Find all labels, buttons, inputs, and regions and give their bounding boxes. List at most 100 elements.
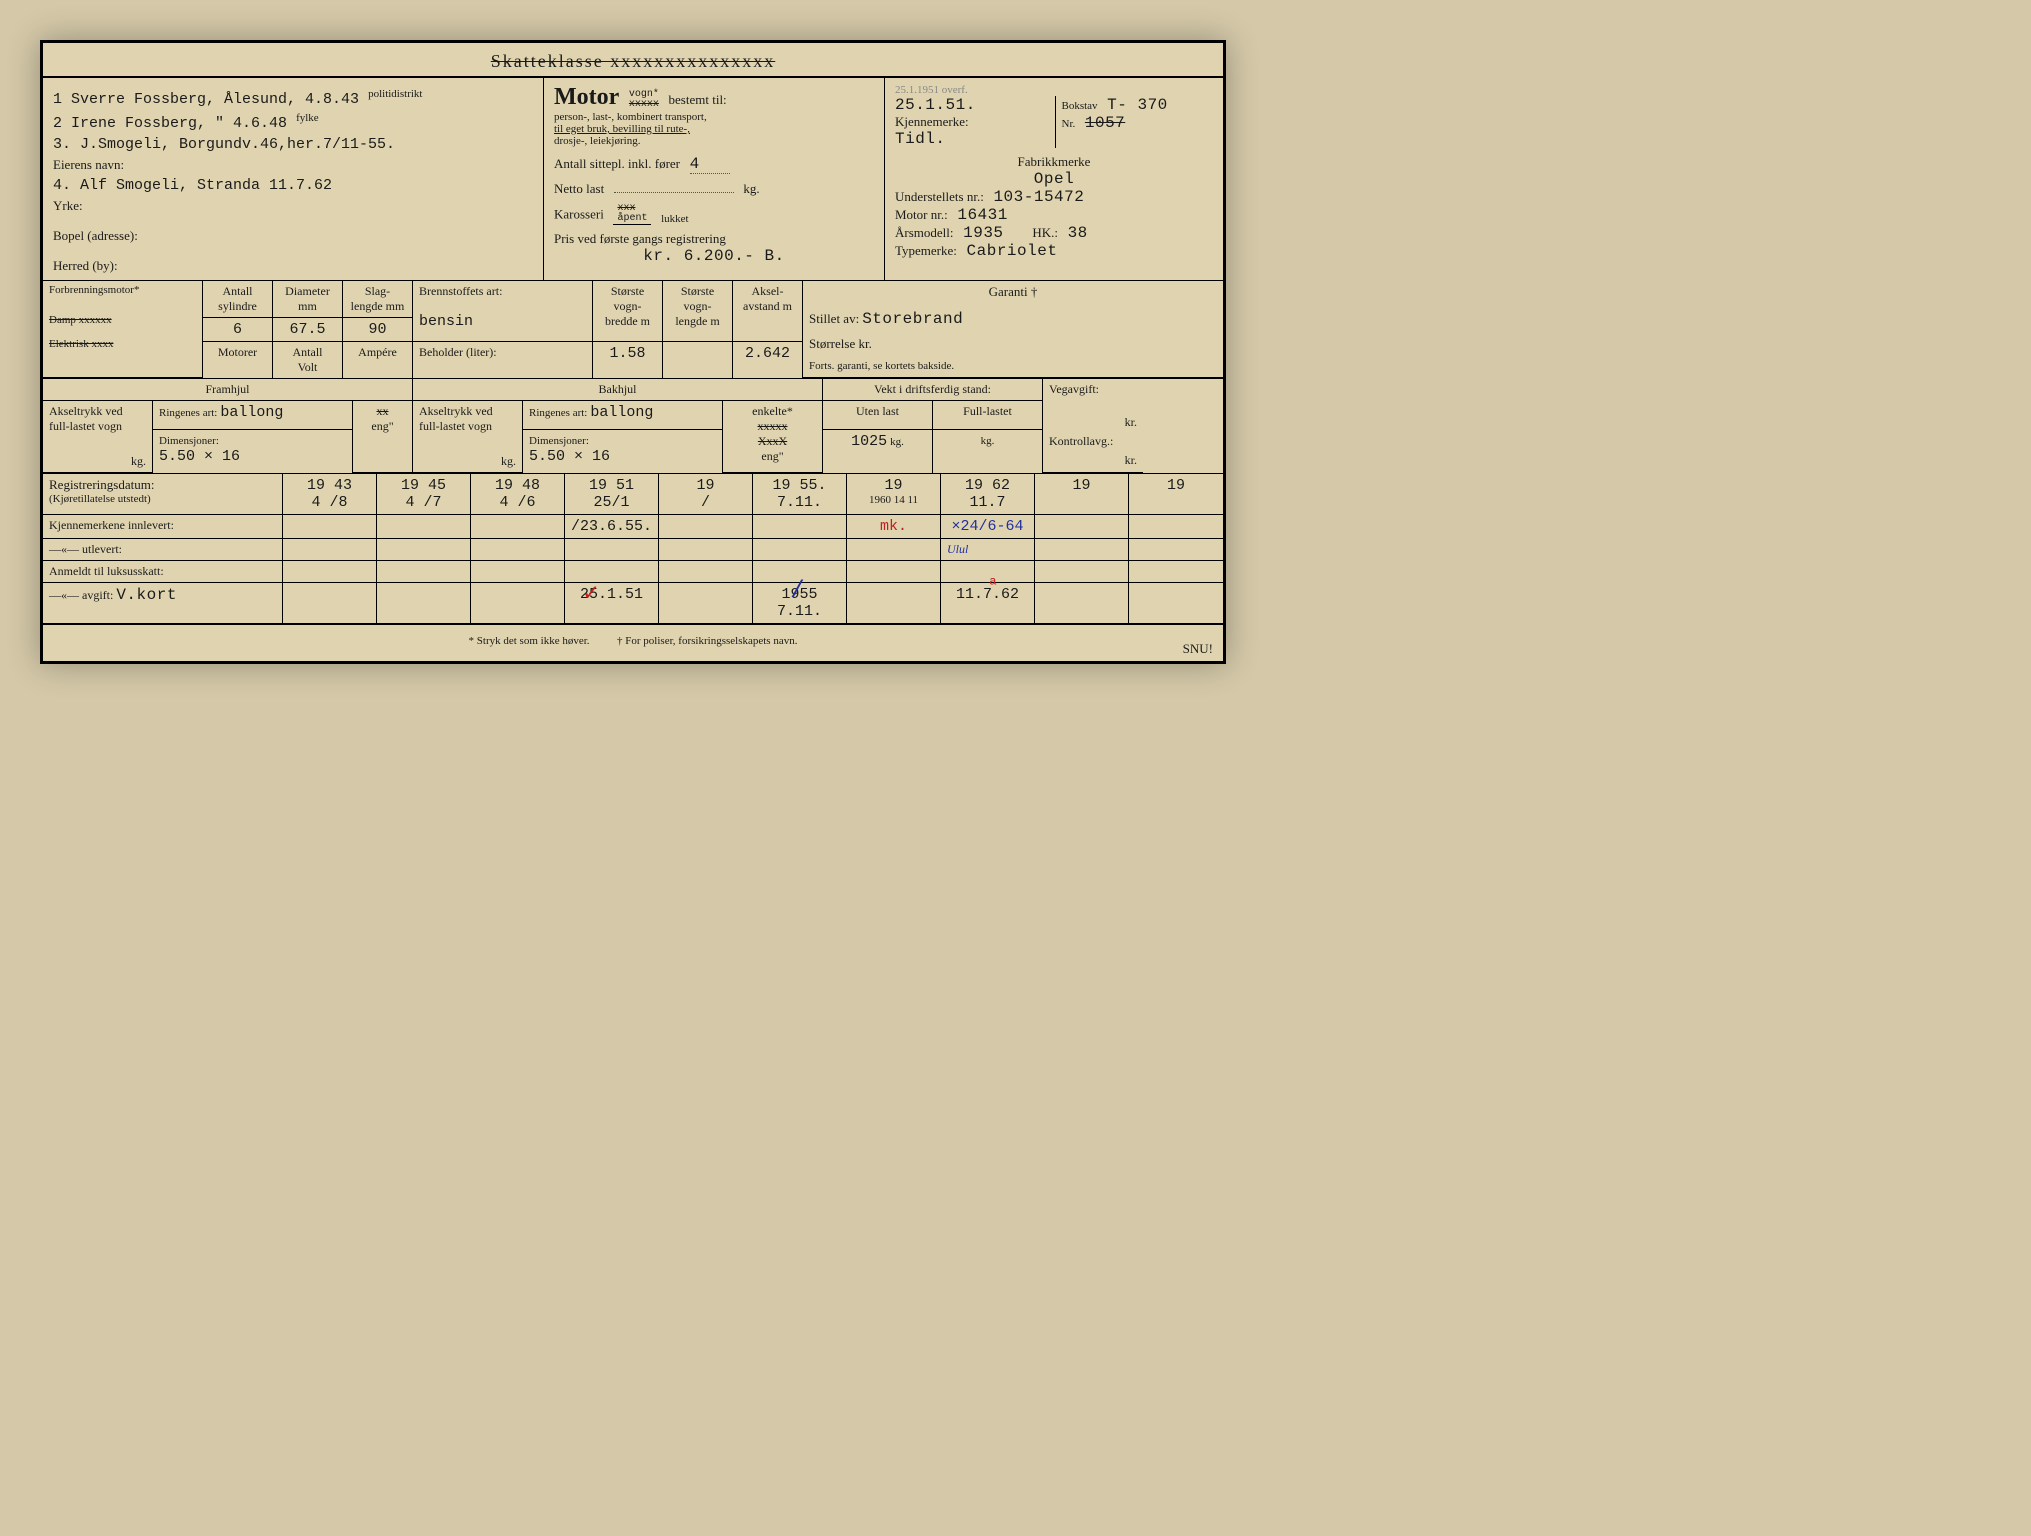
pris-label: Pris ved første gangs registrering — [554, 231, 874, 247]
slag-val: 90 — [343, 318, 413, 342]
footnote-1: * Stryk det som ikke høver. — [469, 635, 590, 647]
owner-4: 4. Alf Smogeli, Stranda 11.7.62 — [53, 177, 533, 194]
owner-3: 3. J.Smogeli, Borgundv.46,her.7/11-55. — [53, 136, 533, 153]
understell: 103-15472 — [993, 188, 1084, 206]
y8: 19 62 — [947, 477, 1028, 494]
fram-label: Framhjul — [43, 379, 413, 401]
reg-sub: (Kjøretillatelse utstedt) — [49, 493, 276, 505]
antall-label: Antall — [279, 345, 336, 360]
uten-label: Uten last — [823, 401, 933, 430]
motor-desc3: drosje-, leiekjøring. — [554, 135, 874, 147]
forts-label: Forts. garanti, se kortets bakside. — [809, 360, 1217, 372]
volt-label: Volt — [279, 360, 336, 375]
stamp: 25.1.1951 overf. — [895, 84, 1213, 96]
d3: 4 /6 — [477, 494, 558, 511]
owners-column: 1 Sverre Fossberg, Ålesund, 4.8.43 polit… — [43, 78, 544, 280]
motorer-label: Motorer — [203, 342, 273, 378]
registration-card: Skatteklasse xxxxxxxxxxxxxxx 1 Sverre Fo… — [40, 40, 1226, 664]
reg-label: Registreringsdatum: — [49, 477, 276, 493]
aksel-fram-label: Akseltrykk ved full-lastet vogn — [49, 404, 146, 434]
d7: 1960 14 11 — [853, 494, 934, 506]
arsmodell: 1935 — [963, 224, 1003, 242]
eier-label: Eierens navn: — [53, 157, 533, 173]
footnote-2: † For poliser, forsikringsselskapets nav… — [617, 635, 797, 647]
motornr: 16431 — [957, 206, 1008, 224]
bokstav: T- 370 — [1107, 96, 1168, 114]
aksel-bak-label: Akseltrykk ved full-lastet vogn — [419, 404, 516, 434]
veg-kr: kr. — [1049, 415, 1137, 430]
aksel-label: Aksel-avstand m — [733, 281, 803, 342]
reg-date: 25.1.51. — [895, 96, 1047, 114]
d8: 11.7 — [947, 494, 1028, 511]
wheels-grid: Framhjul Bakhjul Vekt i driftsferdig sta… — [43, 379, 1223, 474]
forbr-label: Forbrenningsmotor* — [49, 284, 196, 296]
y2: 19 45 — [383, 477, 464, 494]
innlevert2: mk. — [847, 515, 941, 539]
ampere-label: Ampére — [343, 342, 413, 378]
header-strikethrough: Skatteklasse xxxxxxxxxxxxxxx — [43, 43, 1223, 76]
av-d2: / 1955 7.11. — [753, 583, 847, 623]
lengde-val — [663, 342, 733, 378]
brenn-label: Brennstoffets art: — [419, 284, 586, 299]
hk: 38 — [1068, 224, 1088, 242]
kontroll-kr: kr. — [1049, 453, 1137, 468]
fabrikk: Opel — [895, 170, 1213, 188]
bak-label: Bakhjul — [413, 379, 823, 401]
typemerke: Cabriolet — [967, 242, 1058, 260]
signature: Ulul — [941, 539, 1035, 561]
bredde-label: Største vogn-bredde m — [593, 281, 663, 342]
dia-label: Diameter mm — [273, 281, 343, 318]
reg-nr: 1057 — [1085, 114, 1125, 132]
d1: 4 /8 — [289, 494, 370, 511]
damp-label: Damp xxxxxx — [49, 314, 196, 326]
lengde-label: Største vogn-lengde m — [663, 281, 733, 342]
avgift-row: —«— avgift: V.kort ✓ 25.1.51 / 1955 7.11… — [43, 583, 1223, 625]
y7: 19 — [853, 477, 934, 494]
engine-grid: Forbrenningsmotor* Damp xxxxxx Elektrisk… — [43, 281, 1223, 379]
pris-value: kr. 6.200.- B. — [554, 247, 874, 265]
vekt-label: Vekt i driftsferdig stand: — [823, 379, 1043, 401]
garanti-label: Garanti † — [809, 284, 1217, 300]
utlevert-label: —«— utlevert: — [43, 539, 283, 561]
av-d3: ᵃ 11.7.62 — [941, 583, 1035, 623]
motor-desc1: person-, last-, kombinert transport, — [554, 111, 874, 123]
av-d1: ✓ 25.1.51 — [565, 583, 659, 623]
brenn-val: bensin — [419, 313, 586, 330]
y6: 19 55. — [759, 477, 840, 494]
motor-title: Motor vogn* xxxxx bestemt til: — [554, 84, 874, 111]
avgift-val: V.kort — [116, 586, 177, 604]
y9: 19 — [1035, 474, 1129, 515]
owner-2: 2 Irene Fossberg, " 4.6.48 fylke — [53, 112, 533, 132]
d2: 4 /7 — [383, 494, 464, 511]
syl-label: Antall sylindre — [203, 281, 273, 318]
syl-val: 6 — [203, 318, 273, 342]
motor-desc2: til eget bruk, bevilling til rute-, — [554, 123, 874, 135]
ring-bak: ballong — [590, 404, 653, 421]
netto-row: Netto last kg. — [554, 180, 874, 198]
dim-fram: 5.50 × 16 — [159, 448, 240, 465]
ring-fram: ballong — [220, 404, 283, 421]
stillet: Storebrand — [862, 310, 963, 328]
y1: 19 43 — [289, 477, 370, 494]
full-label: Full-lastet — [933, 401, 1043, 430]
y4: 19 51 — [571, 477, 652, 494]
storrelse-label: Størrelse kr. — [809, 336, 1217, 352]
yrke-label: Yrke: — [53, 198, 533, 214]
d5: / — [665, 494, 746, 511]
bredde-val: 1.58 — [593, 342, 663, 378]
veg-label: Vegavgift: — [1049, 382, 1137, 397]
fabrikk-label: Fabrikkmerke — [895, 154, 1213, 170]
anmeldt-label: Anmeldt til luksusskatt: — [43, 561, 283, 582]
y3: 19 48 — [477, 477, 558, 494]
d6: 7.11. — [759, 494, 840, 511]
owner-1: 1 Sverre Fossberg, Ålesund, 4.8.43 polit… — [53, 88, 533, 108]
seats-row: Antall sittepl. inkl. fører 4 — [554, 155, 874, 174]
kjennemerke-label: Kjennemerke: — [895, 114, 1047, 130]
kontroll-label: Kontrollavg.: — [1049, 434, 1137, 449]
registration-column: 25.1.1951 overf. 25.1.51. Kjennemerke: T… — [885, 78, 1223, 280]
tidl: Tidl. — [895, 130, 1047, 148]
dates-grid: Registreringsdatum: (Kjøretillatelse uts… — [43, 474, 1223, 583]
innlevert1: /23.6.55. — [565, 515, 659, 539]
elek-label: Elektrisk xxxx — [49, 338, 196, 350]
slag-label: Slag-lengde mm — [343, 281, 413, 318]
